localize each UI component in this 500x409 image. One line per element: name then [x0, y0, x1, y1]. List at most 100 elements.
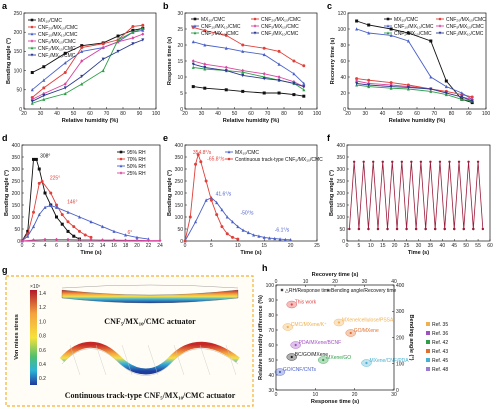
data-point	[406, 39, 410, 43]
data-point: This work	[286, 300, 317, 309]
data-point	[225, 215, 229, 219]
data-point	[395, 227, 399, 231]
data-point	[391, 160, 394, 163]
legend-entry: CNF₁/MX₁₀/CMC	[446, 31, 484, 37]
data-point	[278, 370, 282, 374]
legend-entry: MX₁₀/CMC	[201, 17, 225, 23]
x-tick-label: 30	[362, 111, 368, 117]
series-line	[32, 33, 143, 100]
data-point	[227, 157, 231, 161]
data-point	[444, 79, 448, 83]
data-point	[191, 62, 195, 66]
data-point	[40, 179, 44, 183]
data-point	[278, 237, 282, 241]
series	[191, 40, 306, 85]
y-tick-label: 100	[337, 215, 346, 221]
series	[191, 65, 306, 92]
data-point	[30, 25, 34, 29]
data-point	[66, 237, 70, 242]
series	[191, 62, 306, 89]
data-point	[196, 153, 200, 157]
data-point	[241, 49, 245, 53]
data-point	[32, 157, 35, 161]
data-point	[83, 233, 87, 237]
data-point	[124, 238, 127, 243]
data-point	[119, 150, 123, 154]
data-point	[241, 70, 245, 74]
track-link	[95, 344, 107, 376]
data-point	[116, 34, 120, 38]
y-tick-label: 150	[12, 203, 21, 209]
data-point	[389, 27, 393, 31]
x-tick-label: 10	[313, 392, 319, 398]
data-point	[30, 46, 34, 50]
legend: △RH/Response time Bending angle/Recovery …	[280, 288, 397, 294]
data-point	[352, 160, 356, 163]
x-tick-label: 100	[152, 111, 161, 117]
data-point	[294, 343, 297, 347]
y-tick-label: 250	[175, 179, 184, 185]
data-point	[224, 46, 228, 50]
y-tick-label: 250	[12, 179, 21, 185]
series-line	[32, 27, 143, 104]
data-point: GO/CNF/CNTs	[274, 367, 316, 376]
x-tick-label: 70	[265, 111, 271, 117]
panel-letter-g: g	[2, 265, 8, 275]
data-point	[191, 65, 195, 69]
data-point	[292, 72, 296, 76]
colorbar-tick-label: 1.2	[39, 305, 46, 311]
ref-swatch	[426, 340, 430, 344]
series	[20, 203, 150, 243]
data-point	[101, 42, 105, 46]
data-point	[429, 89, 433, 93]
data-point	[124, 233, 127, 237]
data-point	[349, 331, 352, 335]
legend-entry: Bending angle/Recovery time	[331, 288, 397, 294]
x-tick-label: 20	[392, 243, 398, 249]
data-point	[290, 303, 293, 306]
data-point	[290, 355, 293, 359]
x-tick-label: 14	[100, 243, 106, 249]
data-point	[63, 71, 67, 75]
data-point	[89, 220, 93, 224]
top-beam	[61, 289, 239, 304]
x-tick-label: 100	[313, 111, 322, 117]
series-line	[32, 39, 143, 102]
x2-axis-label: Recovery time (s)	[312, 272, 359, 278]
track-link	[121, 344, 133, 376]
x-tick-label: 25	[404, 243, 410, 249]
x-axis-label: Relative humidity (%)	[223, 118, 280, 124]
y-tick-label: 20	[177, 43, 183, 49]
y-tick-label: 80	[268, 313, 274, 319]
y-tick-label: 0	[180, 239, 183, 245]
data-point	[372, 160, 375, 163]
data-point	[444, 84, 448, 89]
annotation: -65.8°/s	[207, 157, 225, 163]
y2-tick-label: 0	[396, 388, 399, 394]
plot-frame	[275, 284, 395, 391]
legend-entry: CNF₂/MX₁₀/CMC	[38, 46, 76, 52]
x2-tick-label: 20	[332, 279, 338, 285]
y-axis-label: Recovery time (s)	[330, 38, 336, 85]
chart-d: d0 2 4 6 8 10 12 14 16 18 20 22 24050100150200250300…	[2, 133, 163, 256]
data-point	[141, 23, 145, 27]
data-point	[101, 68, 105, 73]
data-point	[141, 32, 145, 36]
data-point	[470, 99, 474, 103]
x-tick-label: 40	[380, 111, 386, 117]
data-point	[419, 160, 423, 163]
ref-swatch	[426, 322, 430, 326]
legend-entry: MX₁₀/CMC	[38, 18, 62, 24]
y2-tick-label: 100	[396, 362, 405, 368]
data-point	[119, 157, 123, 161]
data-point	[66, 220, 70, 224]
y-axis-label: Bending angle (°)	[329, 170, 335, 216]
x-tick-label: 40	[440, 243, 446, 249]
data-point	[262, 235, 266, 239]
data-point	[183, 239, 187, 243]
data-point	[30, 95, 34, 99]
colorbar-tick-label: 0.6	[39, 348, 46, 354]
legend-entry: Continuous track-type CNF₅/MX₁₀/CMC	[235, 157, 323, 163]
